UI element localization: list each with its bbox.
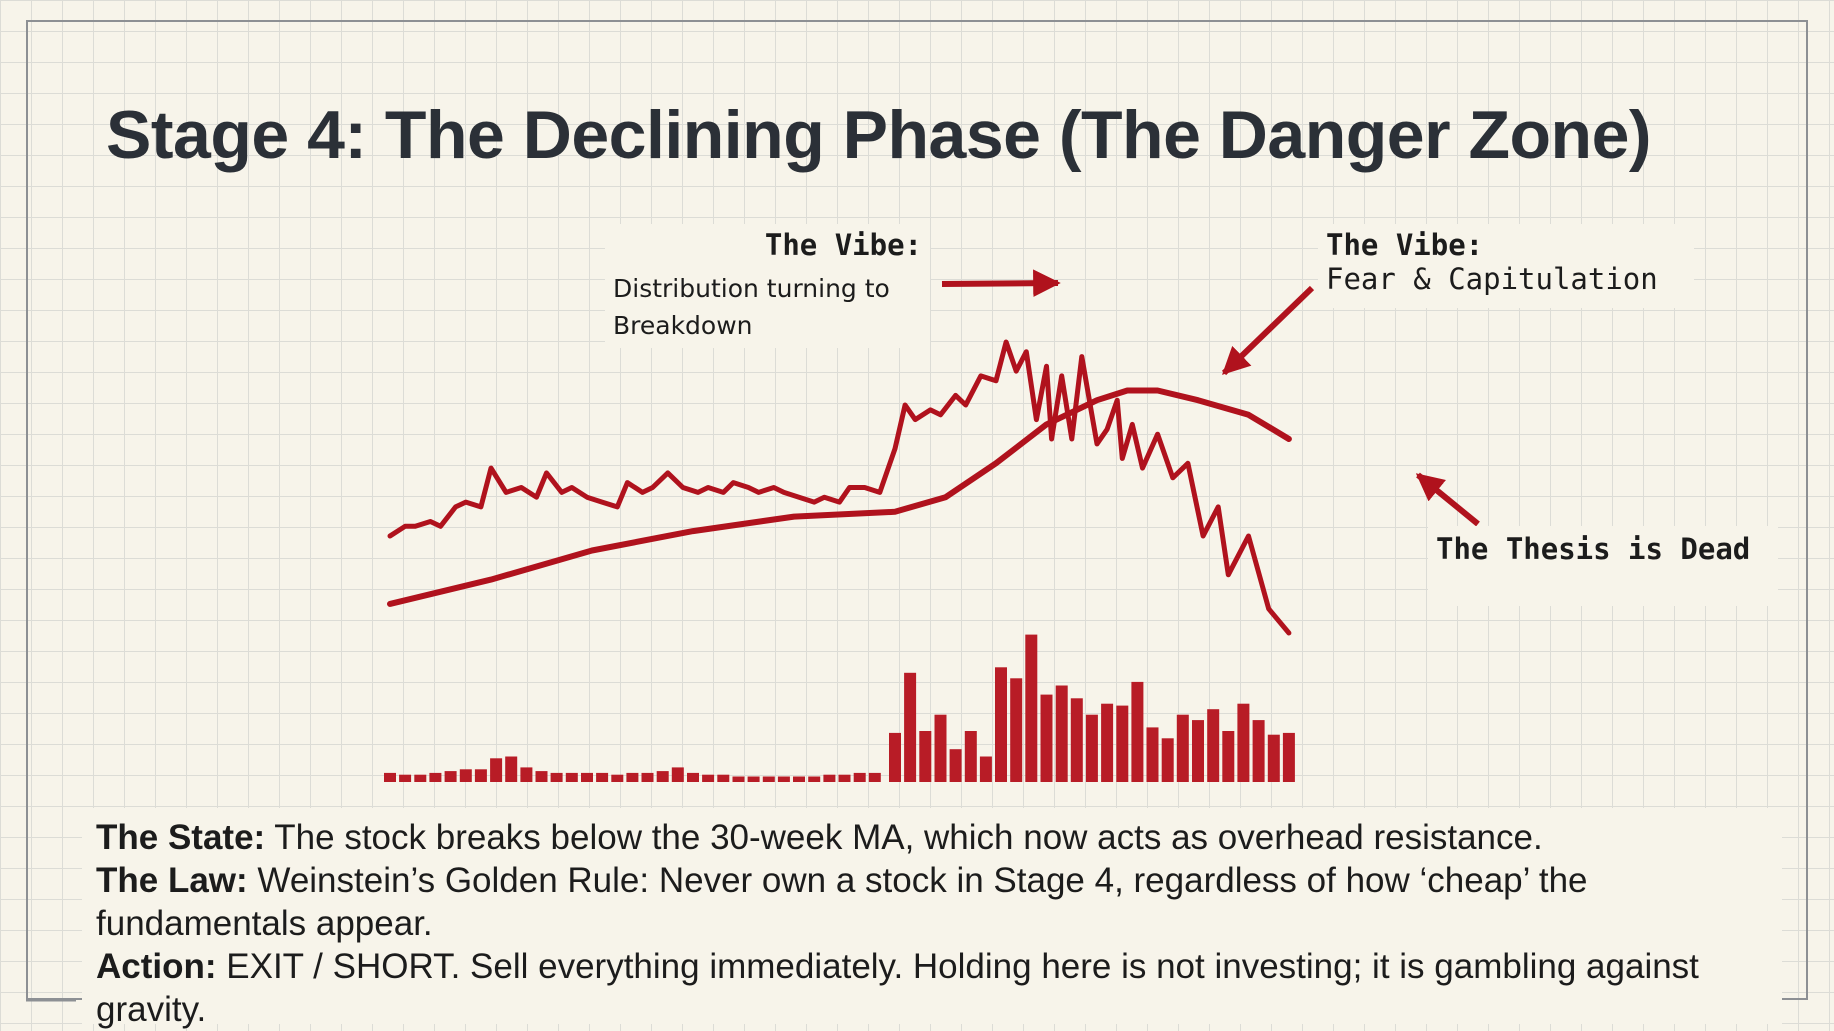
volume-bar	[1161, 738, 1174, 782]
volume-bar	[1040, 694, 1053, 782]
volume-bar	[444, 771, 457, 782]
action-text: EXIT / SHORT. Sell everything immediatel…	[96, 947, 1699, 1029]
state-label: The State:	[96, 818, 266, 857]
vibe1-text-line1: Distribution turning to	[613, 274, 890, 303]
volume-bar	[1267, 734, 1280, 782]
volume-bar	[1131, 681, 1144, 782]
vibe2-label: The Vibe:	[1326, 228, 1484, 262]
thesis-label: The Thesis is Dead	[1436, 532, 1751, 566]
vibe1-label: The Vibe:	[764, 228, 922, 262]
volume-bar	[762, 776, 775, 782]
volume-bar	[671, 767, 684, 782]
volume-bar	[1282, 732, 1295, 782]
volume-bar	[384, 772, 396, 782]
law-text: Weinstein’s Golden Rule: Never own a sto…	[96, 861, 1588, 943]
volume-bar	[414, 774, 427, 782]
vibe1-arrow	[941, 269, 1061, 298]
volume-bar	[853, 772, 866, 782]
volume-bar	[505, 756, 518, 782]
volume-bar	[1252, 720, 1265, 782]
volume-bar	[490, 758, 503, 782]
state-paragraph: The State: The stock breaks below the 30…	[96, 816, 1768, 859]
volume-bar	[838, 774, 851, 782]
volume-bar	[1101, 703, 1114, 782]
volume-bar	[596, 772, 609, 782]
volume-bar	[702, 774, 715, 782]
volume-bar	[823, 774, 836, 782]
page-title: Stage 4: The Declining Phase (The Danger…	[106, 97, 1652, 173]
volume-bar	[1070, 698, 1083, 782]
volume-bars	[384, 634, 1295, 782]
volume-bar	[520, 767, 533, 782]
volume-bar	[777, 776, 790, 782]
volume-bar	[793, 776, 805, 782]
volume-bar	[1207, 709, 1220, 782]
volume-bar	[732, 776, 745, 782]
state-text: The stock breaks below the 30-week MA, w…	[265, 818, 1543, 857]
volume-bar	[581, 772, 593, 782]
volume-bar	[429, 772, 442, 782]
volume-bar	[1085, 714, 1098, 782]
law-label: The Law:	[96, 861, 248, 900]
volume-bar	[747, 776, 760, 782]
vibe1-text-line2: Breakdown	[613, 311, 753, 340]
volume-bar	[459, 769, 472, 782]
volume-bar	[1055, 685, 1068, 782]
volume-bar	[1116, 705, 1129, 782]
volume-bar	[641, 772, 654, 782]
volume-bar	[565, 772, 578, 782]
volume-bar	[550, 772, 563, 782]
action-label: Action:	[96, 947, 217, 986]
volume-bar	[1237, 703, 1250, 782]
volume-bar	[904, 672, 917, 782]
volume-bar	[474, 769, 487, 782]
volume-bar	[919, 731, 932, 782]
volume-bar	[1146, 727, 1159, 782]
volume-bar	[656, 771, 669, 782]
volume-bar	[1176, 714, 1189, 782]
volume-bar	[717, 774, 730, 782]
vibe2-text: Fear & Capitulation	[1326, 262, 1658, 296]
action-paragraph: Action: EXIT / SHORT. Sell everything im…	[96, 945, 1768, 1031]
price-line	[387, 339, 1292, 636]
thesis-annotation: The Thesis is Dead	[1428, 526, 1778, 606]
vibe2-arrow	[1221, 285, 1315, 376]
vibe2-annotation: The Vibe: Fear & Capitulation	[1318, 224, 1694, 308]
explanation-text: The State: The stock breaks below the 30…	[82, 808, 1782, 1029]
volume-bar	[535, 771, 548, 782]
volume-bar	[399, 774, 412, 782]
volume-bar	[808, 776, 821, 782]
volume-bar	[1192, 720, 1204, 782]
volume-bar	[1222, 731, 1235, 782]
thesis-arrow	[1415, 472, 1480, 527]
moving-average-line	[387, 387, 1292, 607]
volume-bar	[687, 772, 699, 782]
law-paragraph: The Law: Weinstein’s Golden Rule: Never …	[96, 859, 1768, 945]
vibe1-annotation: The Vibe: Distribution turning to Breakd…	[605, 224, 930, 348]
volume-bar	[611, 774, 624, 782]
volume-bar	[949, 749, 962, 782]
volume-bar	[964, 731, 977, 782]
volume-bar	[868, 772, 881, 782]
volume-bar	[995, 667, 1007, 782]
volume-bar	[934, 714, 947, 782]
volume-bar	[889, 732, 901, 782]
volume-bar	[626, 772, 639, 782]
volume-bar	[1010, 678, 1023, 782]
volume-bar	[1025, 634, 1038, 782]
volume-bar	[979, 756, 992, 782]
